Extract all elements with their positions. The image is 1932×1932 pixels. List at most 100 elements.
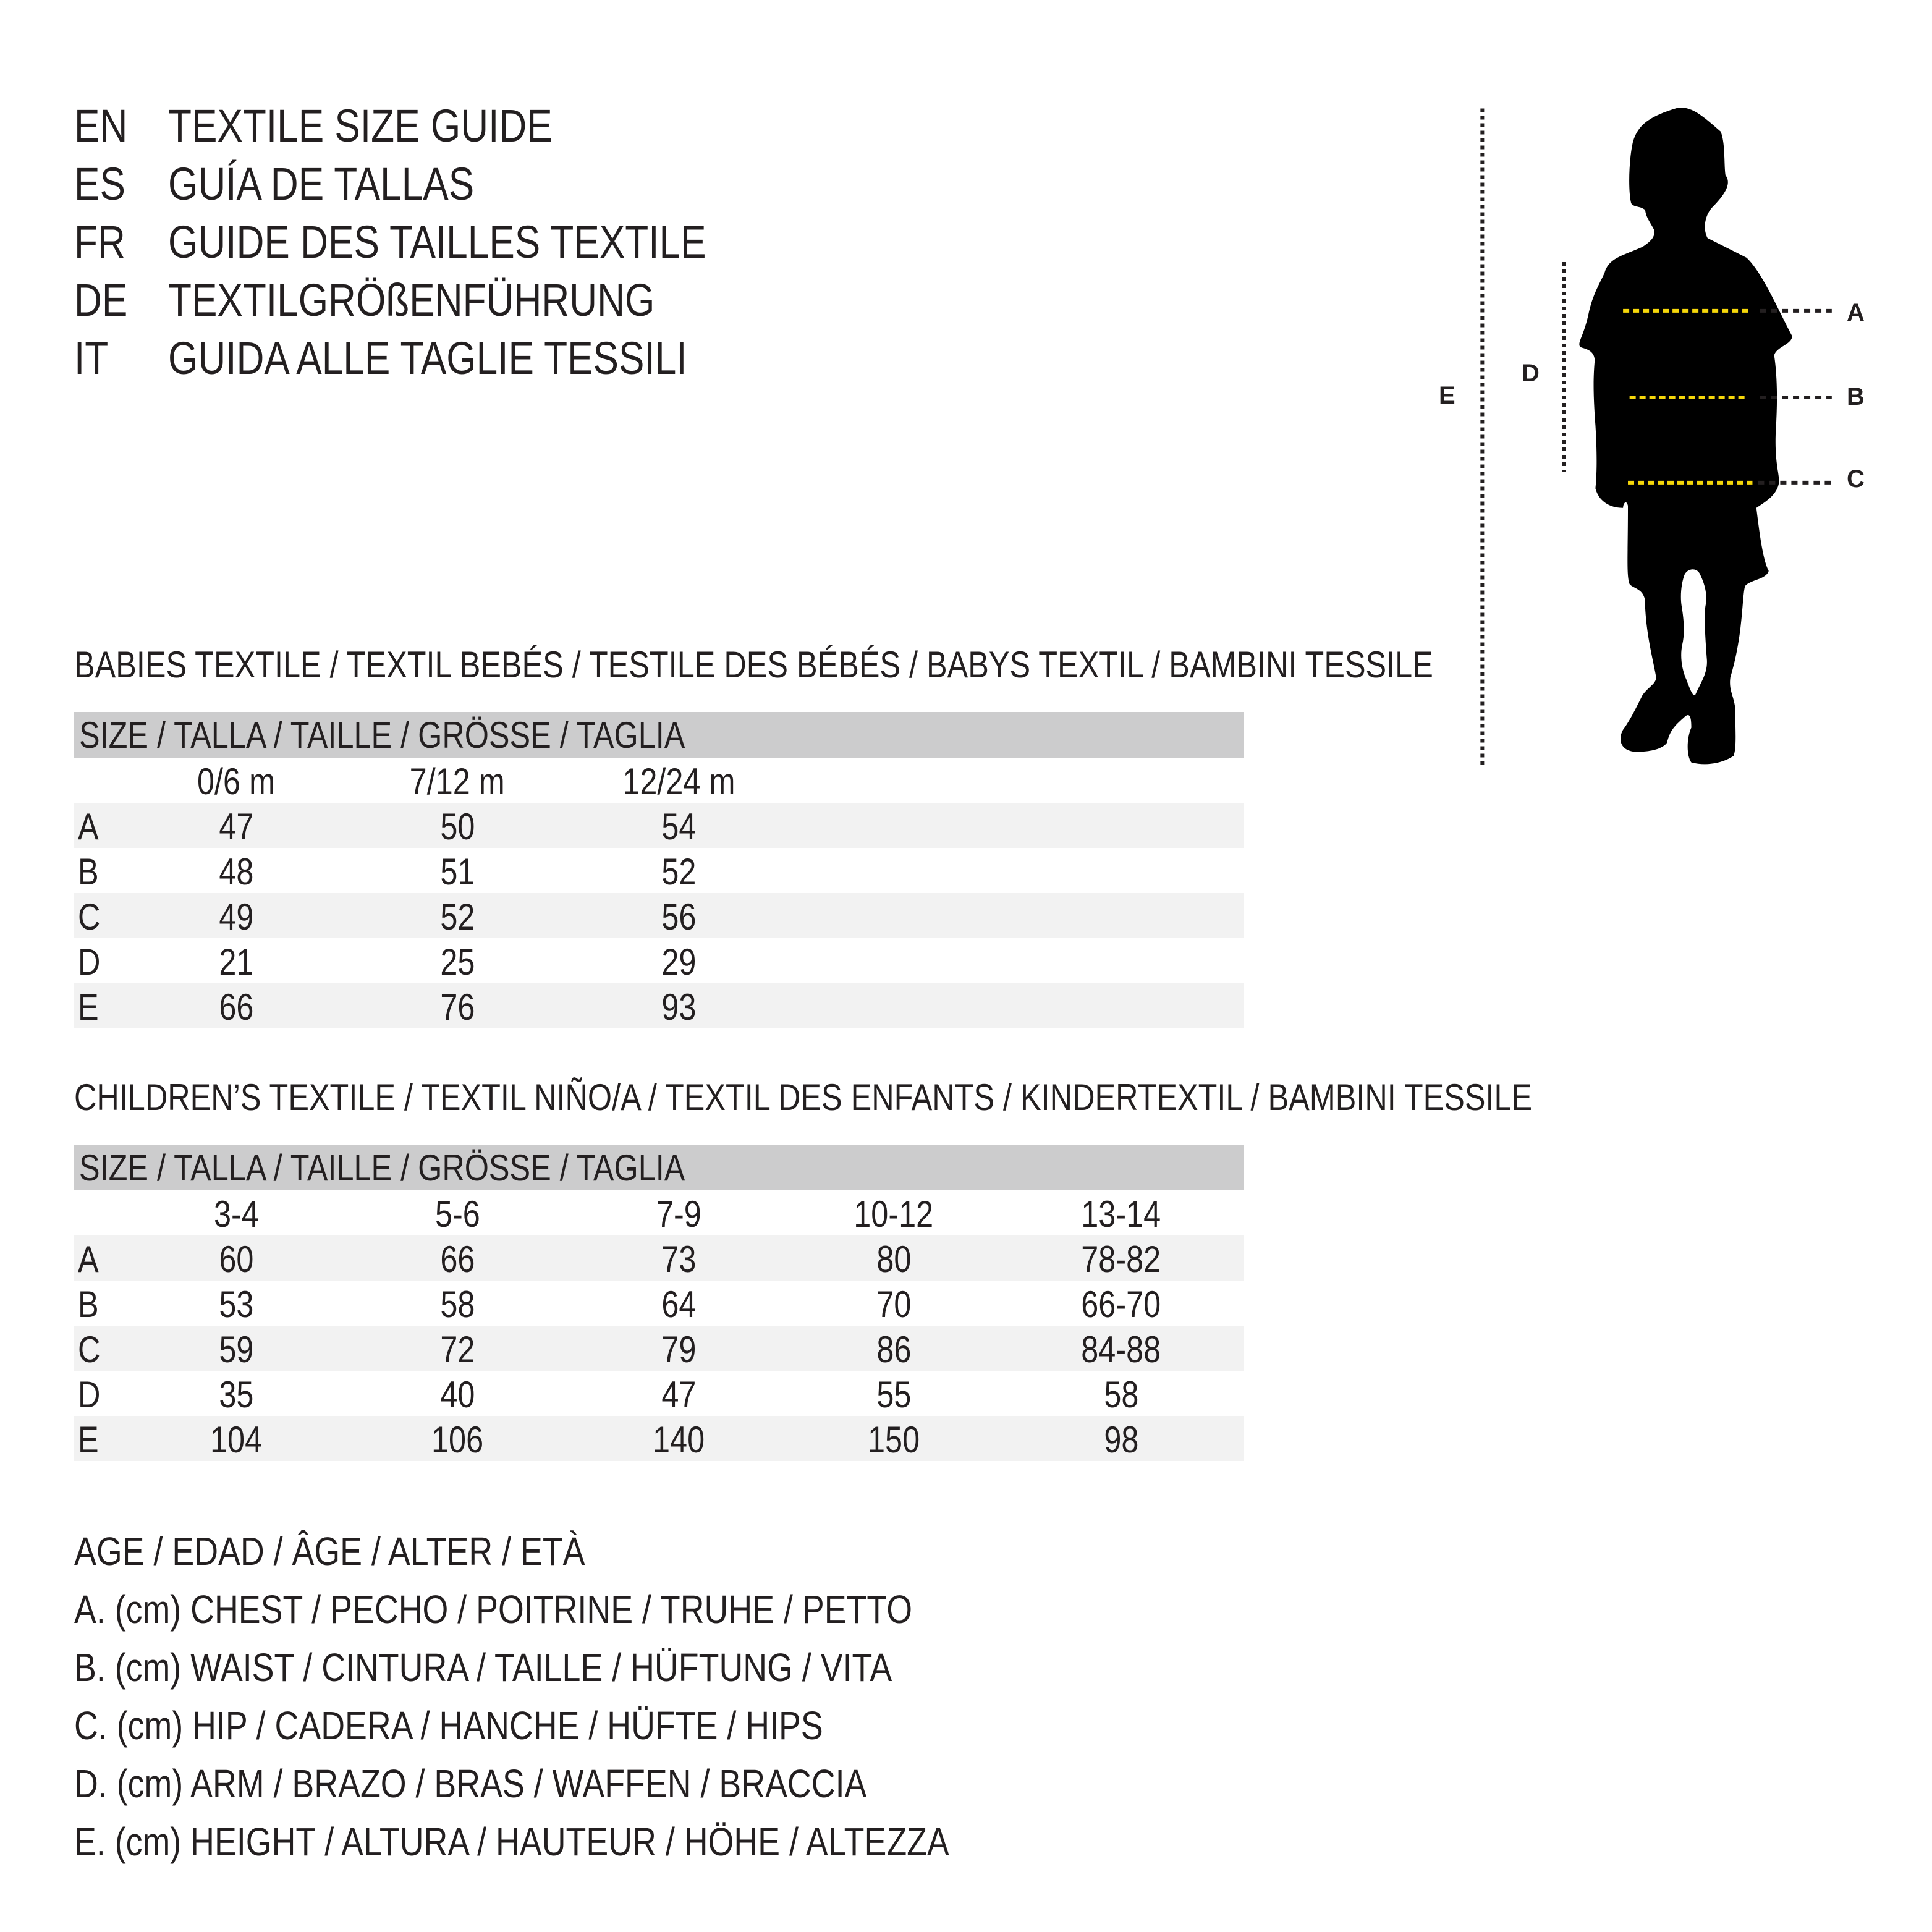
table-cell: 84-88 [1028, 1326, 1214, 1374]
table-cell-value: 104 [210, 1419, 263, 1460]
table-cell-value: 60 [218, 1239, 254, 1280]
row-label: D [78, 1371, 104, 1419]
table-cell-value: 66 [439, 1239, 475, 1280]
column-header-text: 12/24 m [622, 761, 735, 802]
size-header-bar: SIZE / TALLA / TAILLE / GRÖSSE / TAGLIA [74, 712, 1244, 758]
column-header: 10-12 [801, 1190, 986, 1239]
table-cell-value: 55 [876, 1374, 912, 1415]
table-cell: 78-82 [1028, 1235, 1214, 1284]
table-cell-value: 70 [876, 1284, 912, 1325]
table-cell: 140 [586, 1416, 771, 1464]
figure-label-a: A [1847, 299, 1865, 326]
row-label: C [78, 893, 104, 941]
table-cell: 80 [801, 1235, 986, 1284]
table-cell-value: 86 [876, 1329, 912, 1370]
table-cell-value: 53 [218, 1284, 254, 1325]
table-cell-value: 64 [661, 1284, 697, 1325]
table-cell: 48 [143, 848, 329, 896]
table-cell: 150 [801, 1416, 986, 1464]
table-row: A 47 50 54 [74, 803, 1244, 848]
table-cell: 47 [586, 1371, 771, 1419]
column-header-text: 7-9 [656, 1193, 701, 1235]
table-row: C 59 72 79 86 84-88 [74, 1326, 1244, 1371]
language-code-text: DE [74, 274, 128, 326]
row-label-text: E [78, 986, 99, 1028]
table-cell: 73 [586, 1235, 771, 1284]
legend-line: D. (cm) ARM / BRAZO / BRAS / WAFFEN / BR… [74, 1755, 1018, 1813]
table-row: D 21 25 29 [74, 938, 1244, 983]
language-code-text: EN [74, 100, 128, 151]
size-header-label: SIZE / TALLA / TAILLE / GRÖSSE / TAGLIA [79, 1147, 685, 1188]
row-label-text: B [78, 1284, 99, 1325]
figure-label-b: B [1847, 383, 1865, 410]
table-cell: 66 [365, 1235, 550, 1284]
language-code: DE [74, 271, 138, 329]
babies-size-table: SIZE / TALLA / TAILLE / GRÖSSE / TAGLIA 0… [74, 712, 1244, 1028]
table-cell: 21 [143, 938, 329, 986]
table-cell-value: 52 [439, 896, 475, 938]
table-cell-value: 21 [218, 941, 254, 983]
row-label-text: B [78, 851, 99, 892]
language-code-text: ES [74, 158, 125, 210]
table-cell-value: 76 [439, 986, 475, 1028]
title-text-value: TEXTILE SIZE GUIDE [168, 100, 553, 151]
row-label: B [78, 848, 103, 896]
table-cell: 50 [365, 803, 550, 851]
table-row: E 66 76 93 [74, 983, 1244, 1028]
column-header: 3-4 [143, 1190, 329, 1239]
table-cell-value: 79 [661, 1329, 697, 1370]
column-header: 13-14 [1028, 1190, 1214, 1239]
table-cell: 51 [365, 848, 550, 896]
legend-text: B. (cm) WAIST / CINTURA / TAILLE / HÜFTU… [74, 1645, 892, 1690]
row-label: A [78, 803, 103, 851]
child-silhouette-figure [0, 107, 1932, 803]
table-cell: 64 [586, 1281, 771, 1329]
legend-text: C. (cm) HIP / CADERA / HANCHE / HÜFTE / … [74, 1703, 823, 1748]
column-header-text: 13-14 [1081, 1193, 1161, 1235]
row-label-text: A [78, 806, 99, 847]
table-cell-value: 150 [867, 1419, 920, 1460]
column-header: 7-9 [586, 1190, 771, 1239]
table-cell-value: 140 [652, 1419, 705, 1460]
column-header-row: 3-4 5-6 7-9 10-12 13-14 [74, 1190, 1244, 1235]
table-row: E 104 106 140 150 98 [74, 1416, 1244, 1461]
table-cell: 98 [1028, 1416, 1214, 1464]
table-cell: 58 [365, 1281, 550, 1329]
table-cell-value: 49 [218, 896, 254, 938]
table-cell-value: 52 [661, 851, 697, 892]
table-cell-value: 40 [439, 1374, 475, 1415]
row-label-text: D [78, 1374, 101, 1415]
language-code-text: FR [74, 216, 125, 268]
table-cell-value: 25 [439, 941, 475, 983]
table-row: B 48 51 52 [74, 848, 1244, 893]
table-row: D 35 40 47 55 58 [74, 1371, 1244, 1416]
row-label-text: C [78, 896, 101, 938]
table-cell: 70 [801, 1281, 986, 1329]
title-text: GUIDE DES TAILLES TEXTILE [168, 213, 808, 271]
table-cell: 79 [586, 1326, 771, 1374]
column-header: 5-6 [365, 1190, 550, 1239]
legend-text: AGE / EDAD / ÂGE / ALTER / ETÀ [74, 1529, 585, 1574]
legend-line: C. (cm) HIP / CADERA / HANCHE / HÜFTE / … [74, 1697, 966, 1755]
table-cell-value: 93 [661, 986, 697, 1028]
row-label: A [78, 1235, 103, 1284]
row-label-text: C [78, 1329, 101, 1370]
children-size-table: SIZE / TALLA / TAILLE / GRÖSSE / TAGLIA 3… [74, 1145, 1244, 1461]
legend-line: AGE / EDAD / ÂGE / ALTER / ETÀ [74, 1522, 682, 1580]
table-cell-value: 66-70 [1081, 1284, 1161, 1325]
table-cell: 35 [143, 1371, 329, 1419]
table-cell-value: 48 [218, 851, 254, 892]
language-code-text: IT [74, 333, 109, 384]
table-cell: 66 [143, 983, 329, 1032]
table-cell: 54 [586, 803, 771, 851]
table-cell-value: 98 [1103, 1419, 1139, 1460]
column-header-text: 10-12 [854, 1193, 934, 1235]
table-cell-value: 51 [439, 851, 475, 892]
column-header: 7/12 m [365, 758, 550, 806]
table-cell: 56 [586, 893, 771, 941]
table-cell: 60 [143, 1235, 329, 1284]
table-cell: 49 [143, 893, 329, 941]
table-cell-value: 66 [218, 986, 254, 1028]
title-text: TEXTILE SIZE GUIDE [168, 97, 625, 155]
table-cell-value: 54 [661, 806, 697, 847]
